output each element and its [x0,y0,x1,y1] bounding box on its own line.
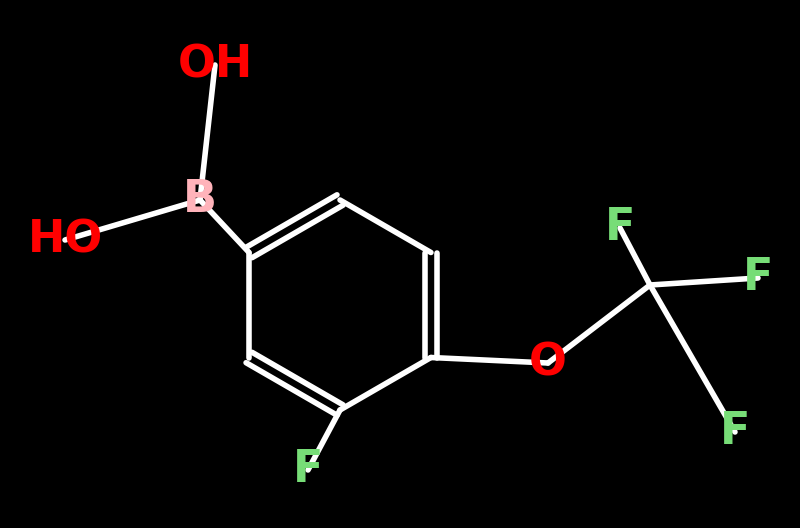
Text: F: F [293,448,323,492]
Text: HO: HO [27,219,102,261]
Text: OH: OH [178,43,253,87]
Text: F: F [605,206,635,250]
Text: F: F [743,257,773,299]
Text: O: O [529,342,567,384]
Text: B: B [183,178,217,222]
Text: F: F [720,410,750,454]
